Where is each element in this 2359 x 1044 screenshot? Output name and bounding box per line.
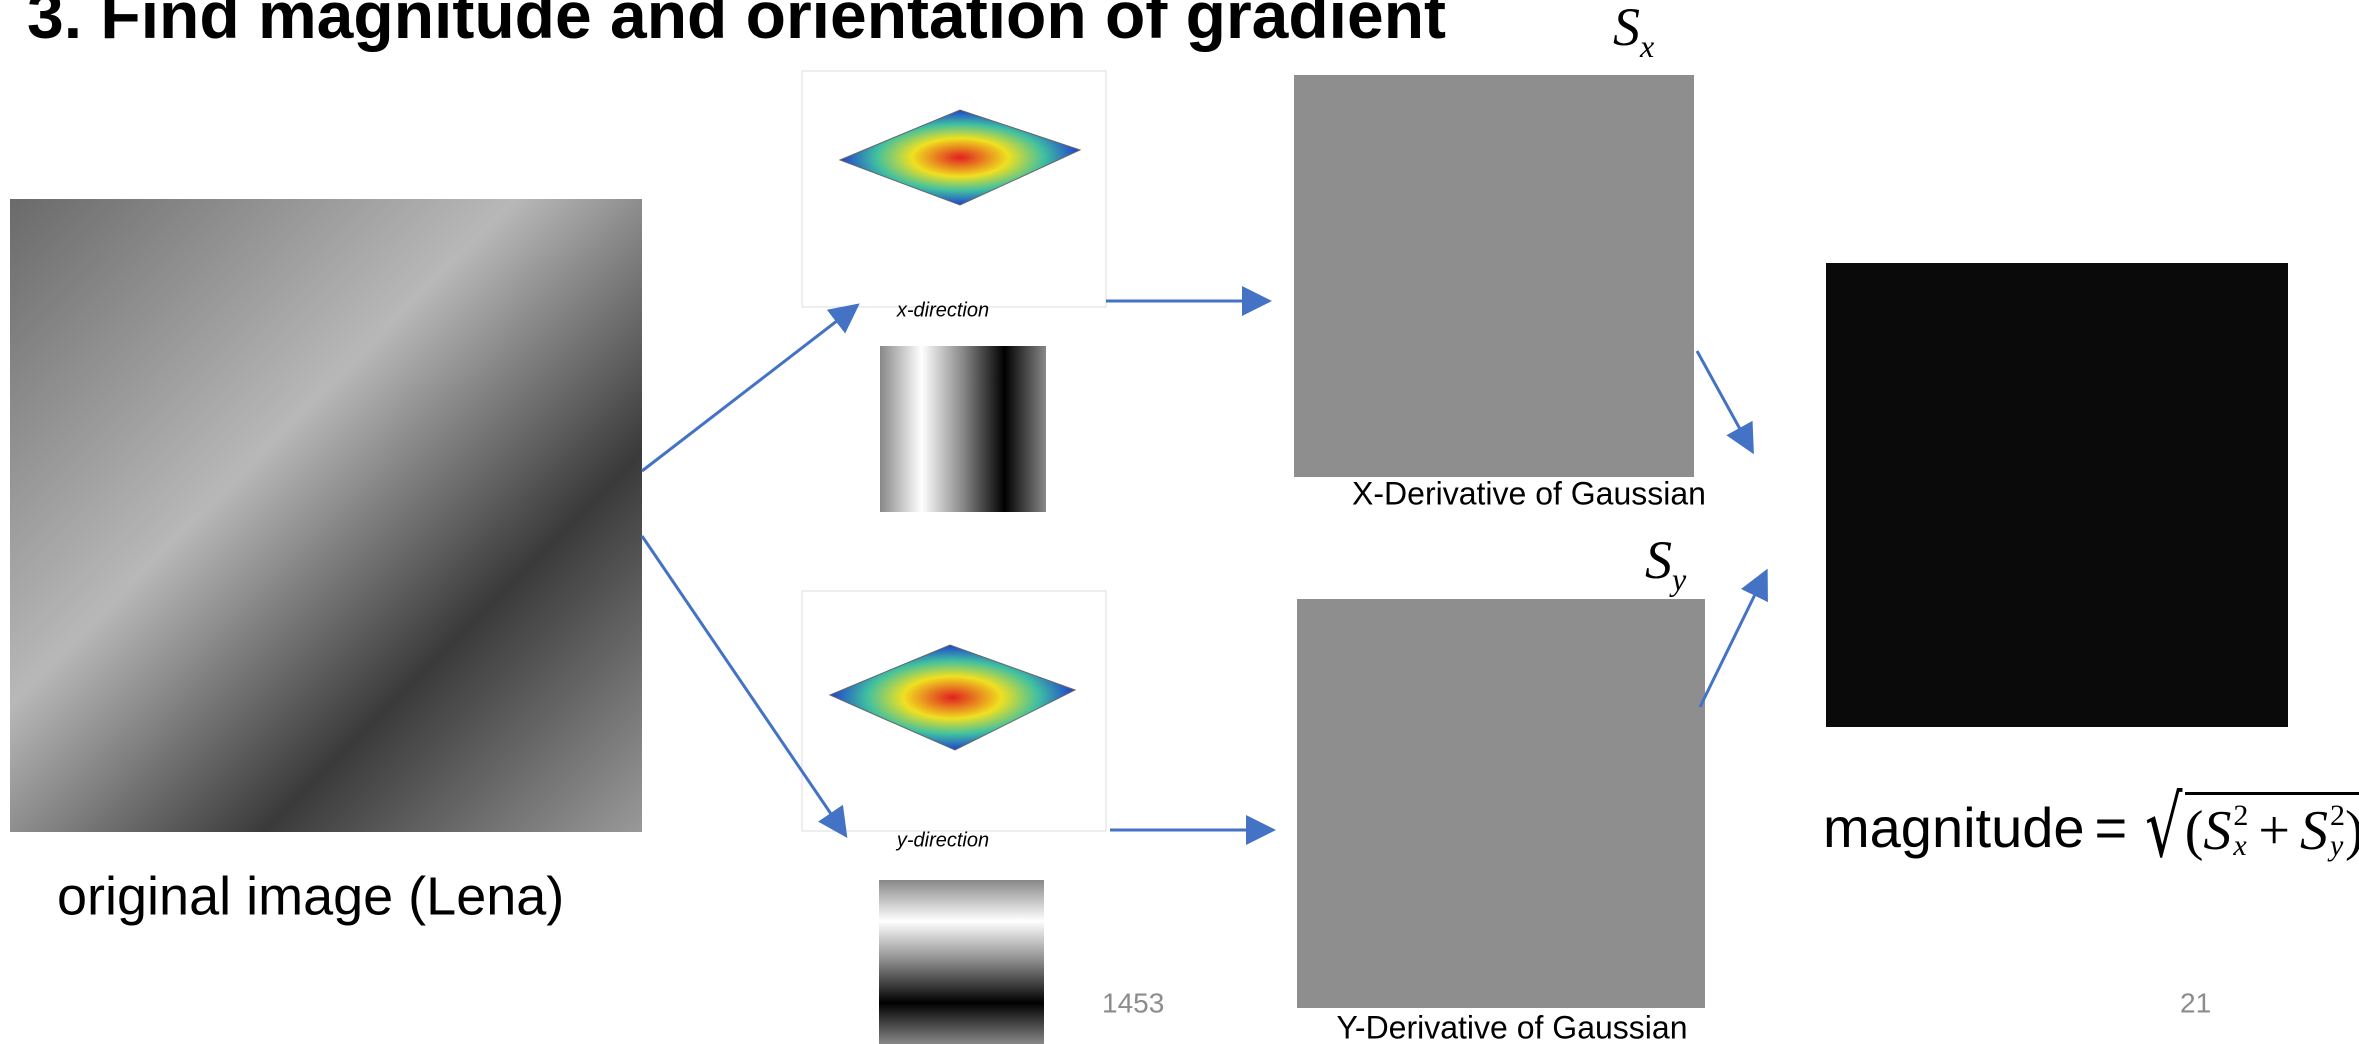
sx-symbol: Sx <box>1613 0 1654 64</box>
formula-sup: 2 <box>2233 801 2248 831</box>
magnitude-image <box>1826 263 2288 727</box>
formula-sup: 2 <box>2330 801 2345 831</box>
slide-canvas: 3. Find magnitude and orientation of gra… <box>0 0 2359 1044</box>
original-image <box>10 199 642 832</box>
formula-eq: = <box>2095 795 2128 860</box>
x-direction-label: x-direction <box>896 299 989 321</box>
slide: 3. Find magnitude and orientation of gra… <box>0 0 2359 1044</box>
formula-plus: + <box>2258 799 2290 863</box>
formula-s: S <box>2300 799 2328 863</box>
formula-sub: y <box>2330 831 2345 861</box>
magnitude-formula: magnitude = √ ( S 2x + S 2y ) <box>1823 778 2359 876</box>
x-kernel <box>880 346 1046 512</box>
y-derivative-caption: Y-Derivative of Gaussian <box>1337 1009 1688 1044</box>
sx-image <box>1294 75 1694 477</box>
arrow <box>1700 574 1765 707</box>
formula-paren: ) <box>2345 799 2359 863</box>
formula-s: S <box>2203 799 2231 863</box>
sy-symbol: Sy <box>1645 530 1687 597</box>
arrow <box>642 307 855 471</box>
formula-sub: x <box>2233 831 2248 861</box>
formula-paren: ( <box>2185 799 2204 863</box>
slide-title: 3. Find magnitude and orientation of gra… <box>27 0 1446 52</box>
page-number: 21 <box>2180 987 2211 1018</box>
sy-image <box>1297 599 1705 1008</box>
arrow <box>1697 351 1751 449</box>
x-derivative-caption: X-Derivative of Gaussian <box>1352 475 1706 511</box>
original-caption: original image (Lena) <box>57 866 564 926</box>
formula-root: √ ( S 2x + S 2y ) <box>2137 778 2359 876</box>
y-kernel <box>879 880 1044 1044</box>
footer-course: 1453 <box>1102 987 1164 1018</box>
formula-lhs: magnitude <box>1823 795 2085 860</box>
y-direction-label: y-direction <box>895 829 989 851</box>
